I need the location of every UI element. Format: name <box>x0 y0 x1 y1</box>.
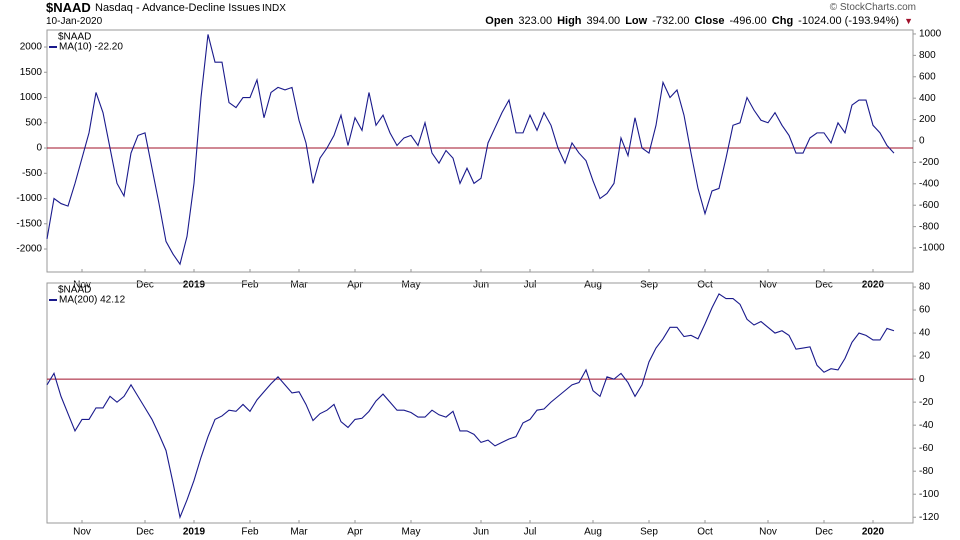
y2-tick-label: -200 <box>919 157 939 168</box>
x-tick-label: 2020 <box>862 280 885 291</box>
x-tick-label: Jun <box>473 280 489 291</box>
date: 10-Jan-2020 <box>46 16 103 27</box>
exchange: INDX <box>262 3 286 14</box>
y-tick-label: 80 <box>919 282 931 293</box>
x-tick-label: Jun <box>473 527 489 538</box>
x-tick-label: Dec <box>136 280 154 291</box>
y-tick-label: 1500 <box>20 67 43 78</box>
y-tick-label: -500 <box>22 168 42 179</box>
y-tick-label: -80 <box>919 466 934 477</box>
x-tick-label: 2019 <box>183 280 206 291</box>
x-tick-label: Aug <box>584 280 602 291</box>
quote-label: Low <box>625 15 648 27</box>
x-tick-label: May <box>402 280 421 291</box>
copyright: © StockCharts.com <box>829 2 916 13</box>
y2-tick-label: -800 <box>919 221 939 232</box>
x-tick-label: Apr <box>347 280 363 291</box>
y-tick-label: 40 <box>919 328 931 339</box>
x-tick-label: Nov <box>73 280 91 291</box>
y2-tick-label: -600 <box>919 200 939 211</box>
symbol-name: Nasdaq - Advance-Decline Issues <box>95 2 261 14</box>
change-arrow: ▼ <box>904 16 913 26</box>
y2-tick-label: -400 <box>919 178 939 189</box>
quote-value: 323.00 <box>518 15 553 27</box>
x-tick-label: Aug <box>584 527 602 538</box>
y-tick-label: -100 <box>919 489 939 500</box>
quote-label: Open <box>485 15 514 27</box>
quotes: Open 323.00 High 394.00 Low -732.00 Close -496.… <box>485 15 913 27</box>
y-tick-label: 500 <box>25 117 42 128</box>
x-tick-label: Nov <box>759 280 777 291</box>
y-tick-label: -120 <box>919 512 939 523</box>
y-tick-label: -20 <box>919 397 934 408</box>
y-tick-label: -60 <box>919 443 934 454</box>
x-tick-label: Mar <box>290 280 308 291</box>
x-tick-label: Sep <box>640 280 658 291</box>
header: $NAAD Nasdaq - Advance-Decline Issues IN… <box>0 0 960 30</box>
x-tick-label: Nov <box>759 527 777 538</box>
series-line <box>46 34 895 266</box>
x-tick-label: Feb <box>241 280 259 291</box>
quote-label: Close <box>694 15 725 27</box>
x-tick-label: 2020 <box>862 527 885 538</box>
y-tick-label: 20 <box>919 351 931 362</box>
x-tick-label: Dec <box>136 527 154 538</box>
y-tick-label: 2000 <box>20 42 43 53</box>
y2-tick-label: -1000 <box>919 243 945 254</box>
x-tick-label: Jul <box>524 527 537 538</box>
quote-value: 394.00 <box>586 15 621 27</box>
y2-tick-label: 200 <box>919 114 936 125</box>
series-line <box>46 293 895 520</box>
x-tick-label: Dec <box>815 280 833 291</box>
x-tick-label: May <box>402 527 421 538</box>
x-tick-label: Oct <box>697 527 713 538</box>
x-tick-label: Jul <box>524 280 537 291</box>
quote-label: Chg <box>771 15 794 27</box>
y2-tick-label: 600 <box>919 71 936 82</box>
quote-value: -732.00 <box>652 15 690 27</box>
y2-tick-label: 1000 <box>919 29 942 40</box>
x-tick-label: Sep <box>640 527 658 538</box>
quote-value: -496.00 <box>729 15 767 27</box>
plot-area <box>46 29 914 273</box>
x-tick-label: Feb <box>241 527 259 538</box>
x-tick-label: Nov <box>73 527 91 538</box>
x-tick-label: Dec <box>815 527 833 538</box>
y-tick-label: 0 <box>36 143 42 154</box>
y-tick-label: -1500 <box>16 218 42 229</box>
quote-label: High <box>557 15 582 27</box>
y-tick-label: 1000 <box>20 92 43 103</box>
quote-value: -1024.00 (-193.94%) <box>798 15 900 27</box>
y2-tick-label: 800 <box>919 50 936 61</box>
legend-title: $NAAD <box>58 285 91 296</box>
y-tick-label: -1000 <box>16 193 42 204</box>
x-tick-label: 2019 <box>183 527 206 538</box>
x-tick-label: Oct <box>697 280 713 291</box>
y2-tick-label: 400 <box>919 93 936 104</box>
x-tick-label: Apr <box>347 527 363 538</box>
plot-area <box>46 282 914 524</box>
y-tick-label: -2000 <box>16 244 42 255</box>
y-tick-label: 60 <box>919 305 931 316</box>
legend-entry: MA(10) -22.20 <box>59 42 123 53</box>
y-tick-label: -40 <box>919 420 934 431</box>
y2-tick-label: 0 <box>919 136 925 147</box>
symbol: $NAAD <box>46 0 91 15</box>
legend-title: $NAAD <box>58 32 91 43</box>
x-tick-label: Mar <box>290 527 308 538</box>
y-tick-label: 0 <box>919 374 925 385</box>
legend-entry: MA(200) 42.12 <box>59 295 126 306</box>
